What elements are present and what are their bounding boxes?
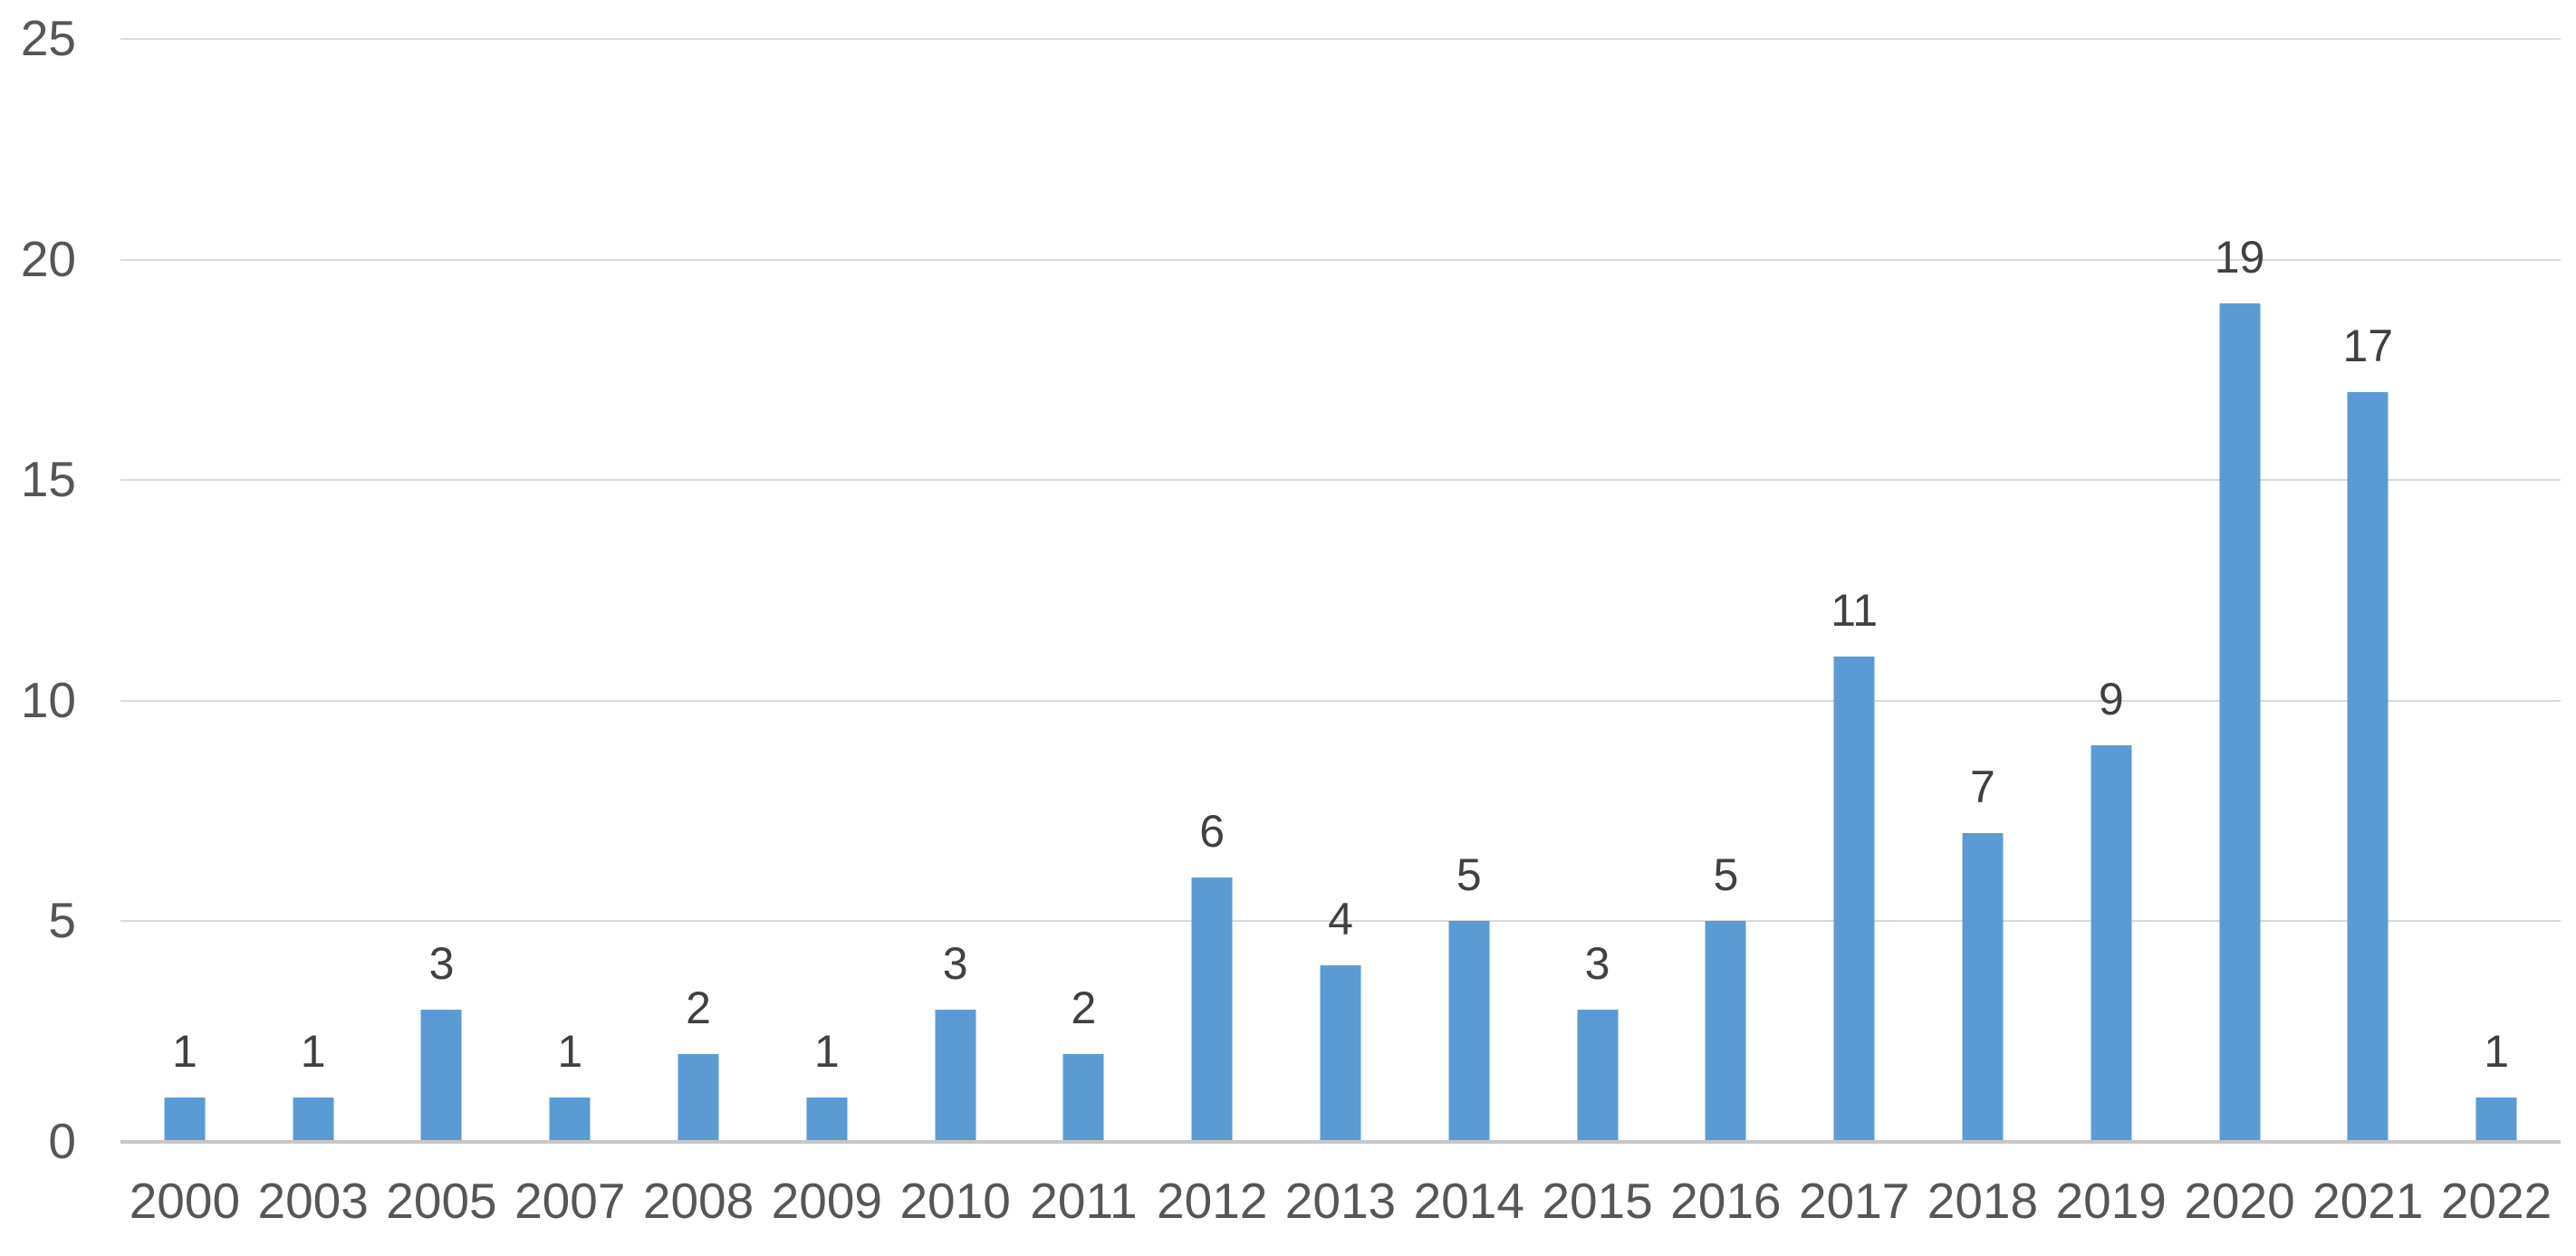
bar-2016 — [1705, 921, 1746, 1142]
bar-value-label: 3 — [942, 937, 968, 989]
bar-band-2015: 3 — [1533, 39, 1662, 1142]
gridline-y-25 — [120, 38, 2561, 40]
gridline-y-15 — [120, 479, 2561, 482]
x-axis-tick-label: 2016 — [1670, 1173, 1782, 1229]
bar-2012 — [1191, 877, 1233, 1142]
bar-band-2005: 3 — [378, 39, 506, 1142]
bar-value-label: 17 — [2342, 320, 2394, 371]
y-axis-tick-label: 10 — [20, 671, 76, 728]
gridline-y-20 — [120, 258, 2561, 261]
bar-value-label: 5 — [1713, 849, 1739, 901]
x-axis-tick-label: 2017 — [1798, 1173, 1910, 1229]
x-axis-tick-label: 2022 — [2440, 1173, 2552, 1229]
bar-value-label: 7 — [1970, 761, 1995, 812]
bar-2019 — [2091, 744, 2132, 1142]
bar-2005 — [420, 1009, 462, 1142]
bar-value-label: 1 — [171, 1026, 197, 1078]
bar-value-label: 9 — [2098, 673, 2124, 724]
x-axis-tick-label: 2018 — [1927, 1173, 2039, 1229]
x-axis-tick-label: 2007 — [514, 1173, 626, 1229]
bar-2010 — [935, 1009, 976, 1142]
bar-2018 — [1962, 832, 2004, 1142]
bar-value-label: 1 — [813, 1026, 840, 1078]
bar-band-2012: 6 — [1148, 39, 1276, 1142]
x-axis-tick-label: 2014 — [1413, 1173, 1524, 1229]
bar-value-label: 3 — [1584, 937, 1610, 989]
x-axis: 2000 2003 2005 2007 2008 2009 2010 2011 2012 2013… — [120, 1174, 2561, 1237]
bar-2007 — [549, 1098, 591, 1142]
bar-2011 — [1062, 1053, 1104, 1142]
x-axis-tick-label: 2015 — [1542, 1173, 1653, 1229]
bar-value-label: 3 — [428, 937, 455, 989]
bar-band-2019: 9 — [2047, 39, 2176, 1142]
bar-band-2003: 1 — [249, 39, 378, 1142]
bar-value-label: 11 — [1831, 585, 1879, 637]
bar-band-2008: 2 — [634, 39, 763, 1142]
bar-band-2000: 1 — [120, 39, 249, 1142]
bar-value-label: 1 — [300, 1026, 326, 1078]
x-axis-tick-label: 2013 — [1284, 1173, 1397, 1229]
bar-band-2007: 1 — [505, 39, 634, 1142]
x-axis-tick-label: 2020 — [2184, 1173, 2295, 1229]
x-axis-tick-label: 2009 — [771, 1173, 882, 1229]
bar-2015 — [1577, 1009, 1619, 1142]
bar-value-label: 2 — [1071, 982, 1097, 1033]
plot-area: 1 1 3 1 2 1 3 2 6 4 5 3 5 11 7 9 19 17 1 — [120, 38, 2561, 1144]
bar-2000 — [164, 1098, 206, 1142]
bar-band-2022: 1 — [2432, 39, 2561, 1142]
y-axis-tick-label: 5 — [48, 892, 76, 949]
bar-2013 — [1320, 965, 1361, 1142]
bar-2009 — [806, 1098, 848, 1142]
x-axis-tick-label: 2019 — [2055, 1173, 2167, 1229]
bar-band-2009: 1 — [763, 39, 891, 1142]
bar-2020 — [2219, 303, 2261, 1142]
x-axis-tick-label: 2003 — [257, 1173, 369, 1229]
bar-band-2020: 19 — [2176, 39, 2304, 1142]
x-axis-tick-label: 2010 — [899, 1173, 1011, 1229]
bar-value-label: 2 — [686, 982, 711, 1033]
gridline-y-5 — [120, 920, 2561, 923]
x-axis-tick-label: 2021 — [2312, 1173, 2424, 1229]
bar-band-2011: 2 — [1020, 39, 1149, 1142]
x-axis-line — [120, 1140, 2561, 1144]
x-axis-tick-label: 2005 — [386, 1173, 497, 1229]
y-axis-tick-label: 20 — [20, 230, 76, 287]
x-axis-tick-label: 2000 — [129, 1173, 241, 1229]
bar-value-label: 1 — [557, 1026, 583, 1078]
gridline-y-10 — [120, 699, 2561, 702]
bar-2003 — [293, 1098, 334, 1142]
x-axis-tick-label: 2008 — [642, 1173, 755, 1229]
bar-band-2013: 4 — [1276, 39, 1405, 1142]
bar-value-label: 6 — [1199, 805, 1226, 857]
y-axis-tick-label: 0 — [48, 1113, 76, 1169]
x-axis-tick-label: 2012 — [1157, 1173, 1268, 1229]
y-axis-tick-label: 15 — [20, 451, 76, 508]
bar-2022 — [2475, 1098, 2517, 1142]
bar-2008 — [678, 1053, 719, 1142]
bar-band-2018: 7 — [1918, 39, 2047, 1142]
bar-band-2017: 11 — [1790, 39, 1918, 1142]
bar-band-2016: 5 — [1661, 39, 1790, 1142]
bar-band-2021: 17 — [2303, 39, 2432, 1142]
bar-band-2010: 3 — [891, 39, 1020, 1142]
bar-value-label: 1 — [2484, 1026, 2509, 1078]
y-axis-tick-label: 25 — [20, 10, 76, 66]
y-axis: 0 5 10 15 20 25 — [0, 0, 76, 1256]
bar-2021 — [2347, 391, 2389, 1142]
bar-2014 — [1448, 921, 1490, 1142]
bar-band-2014: 5 — [1405, 39, 1533, 1142]
bar-value-label: 4 — [1328, 894, 1353, 945]
bar-value-label: 5 — [1456, 849, 1482, 901]
x-axis-tick-label: 2011 — [1030, 1173, 1138, 1229]
bar-2017 — [1833, 657, 1875, 1142]
bar-value-label: 19 — [2214, 232, 2265, 283]
